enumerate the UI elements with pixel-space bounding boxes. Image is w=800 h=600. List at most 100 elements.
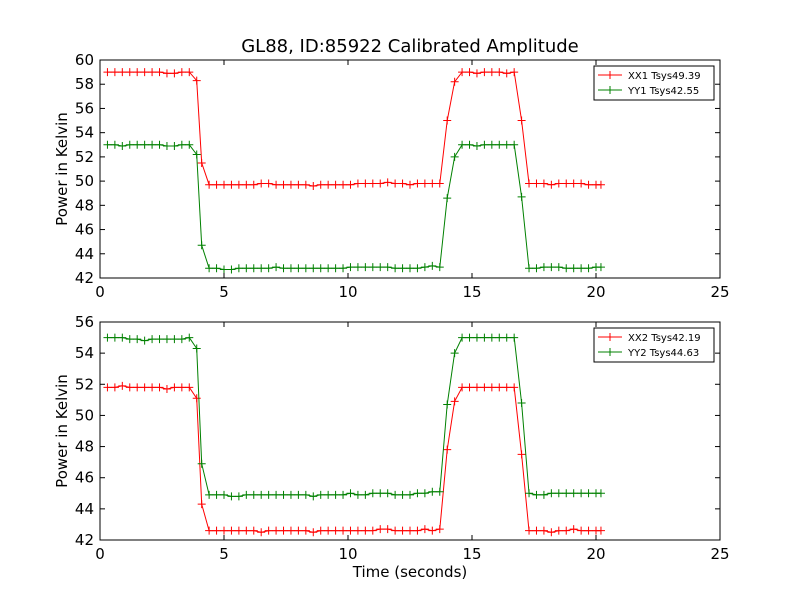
data-point (346, 489, 355, 498)
data-point (435, 179, 444, 188)
legend-box (593, 65, 715, 101)
data-point (480, 383, 489, 392)
data-point (301, 526, 310, 535)
series-1 (103, 68, 605, 190)
data-point (502, 140, 511, 149)
x-tick-label: 10 (338, 283, 357, 301)
data-point (197, 241, 206, 250)
data-point (420, 489, 429, 498)
data-point (249, 264, 258, 273)
data-point (532, 526, 541, 535)
data-point (435, 263, 444, 272)
data-point (495, 68, 504, 77)
data-point (391, 490, 400, 499)
data-point (450, 77, 459, 86)
data-point (257, 179, 266, 188)
data-point (279, 264, 288, 273)
data-point (391, 526, 400, 535)
data-point (324, 264, 333, 273)
data-point (547, 180, 556, 189)
data-point (118, 141, 127, 150)
data-point (495, 333, 504, 342)
data-point (242, 490, 251, 499)
data-point (177, 383, 186, 392)
data-point (155, 383, 164, 392)
data-point (155, 140, 164, 149)
data-point (133, 383, 142, 392)
data-point (294, 490, 303, 499)
y-tick-label: 42 (75, 531, 94, 549)
axes-frame (99, 59, 721, 279)
data-point (525, 526, 534, 535)
x-tick-label: 15 (462, 545, 481, 563)
data-point (227, 265, 236, 274)
bottom-panel: 0 5 10 15 20 25 42 44 46 48 50 52 54 56 Power in Kelvi… (53, 313, 730, 581)
data-point (406, 526, 414, 535)
data-point (324, 180, 333, 189)
data-point (443, 194, 452, 203)
data-point (170, 141, 179, 150)
data-point (234, 264, 243, 273)
data-point (197, 500, 206, 509)
data-point (118, 68, 127, 77)
data-point (450, 397, 459, 406)
data-point (212, 264, 221, 273)
data-point (510, 333, 519, 342)
data-point (125, 383, 134, 392)
data-point (125, 68, 134, 77)
data-point (353, 526, 362, 535)
data-point (133, 335, 142, 344)
data-point (353, 179, 362, 188)
data-point (177, 68, 186, 77)
data-point (286, 180, 295, 189)
data-point (420, 263, 429, 272)
data-point (554, 263, 563, 272)
data-point (286, 490, 295, 499)
data-point (510, 68, 519, 77)
data-point (294, 264, 303, 273)
data-point (249, 180, 258, 189)
y-tick-label: 58 (75, 75, 94, 93)
data-point (502, 69, 511, 78)
data-point (428, 179, 437, 188)
data-point (510, 140, 519, 149)
y-tick-label: 48 (75, 196, 94, 214)
data-point (487, 383, 496, 392)
data-point (272, 263, 281, 272)
data-point (495, 140, 504, 149)
data-point (220, 526, 228, 535)
data-point (547, 528, 556, 537)
data-point (316, 264, 325, 273)
data-point (406, 264, 414, 273)
data-point (309, 528, 318, 537)
data-point (368, 263, 377, 272)
data-point (376, 525, 385, 534)
data-point (118, 381, 127, 390)
series-line (107, 337, 601, 497)
data-point (532, 179, 541, 188)
axes-frame (99, 321, 721, 541)
data-point (331, 490, 340, 499)
y-tick-label: 52 (75, 375, 94, 393)
x-tick-label: 20 (586, 283, 605, 301)
data-point (148, 383, 157, 392)
data-point (177, 140, 186, 149)
data-point (125, 335, 134, 344)
data-point (205, 490, 214, 499)
data-point (413, 526, 422, 535)
data-point (331, 526, 340, 535)
data-point (368, 179, 377, 188)
data-point (525, 179, 534, 188)
series-1 (103, 381, 605, 537)
data-point (413, 264, 422, 273)
data-point (103, 333, 112, 342)
y-tick-label: 46 (75, 221, 94, 239)
data-point (398, 179, 407, 188)
data-point (279, 526, 288, 535)
data-point (110, 333, 119, 342)
data-point (450, 152, 459, 161)
data-point (465, 140, 474, 149)
data-point (554, 526, 563, 535)
data-point (554, 179, 563, 188)
legend-marker (606, 333, 614, 341)
